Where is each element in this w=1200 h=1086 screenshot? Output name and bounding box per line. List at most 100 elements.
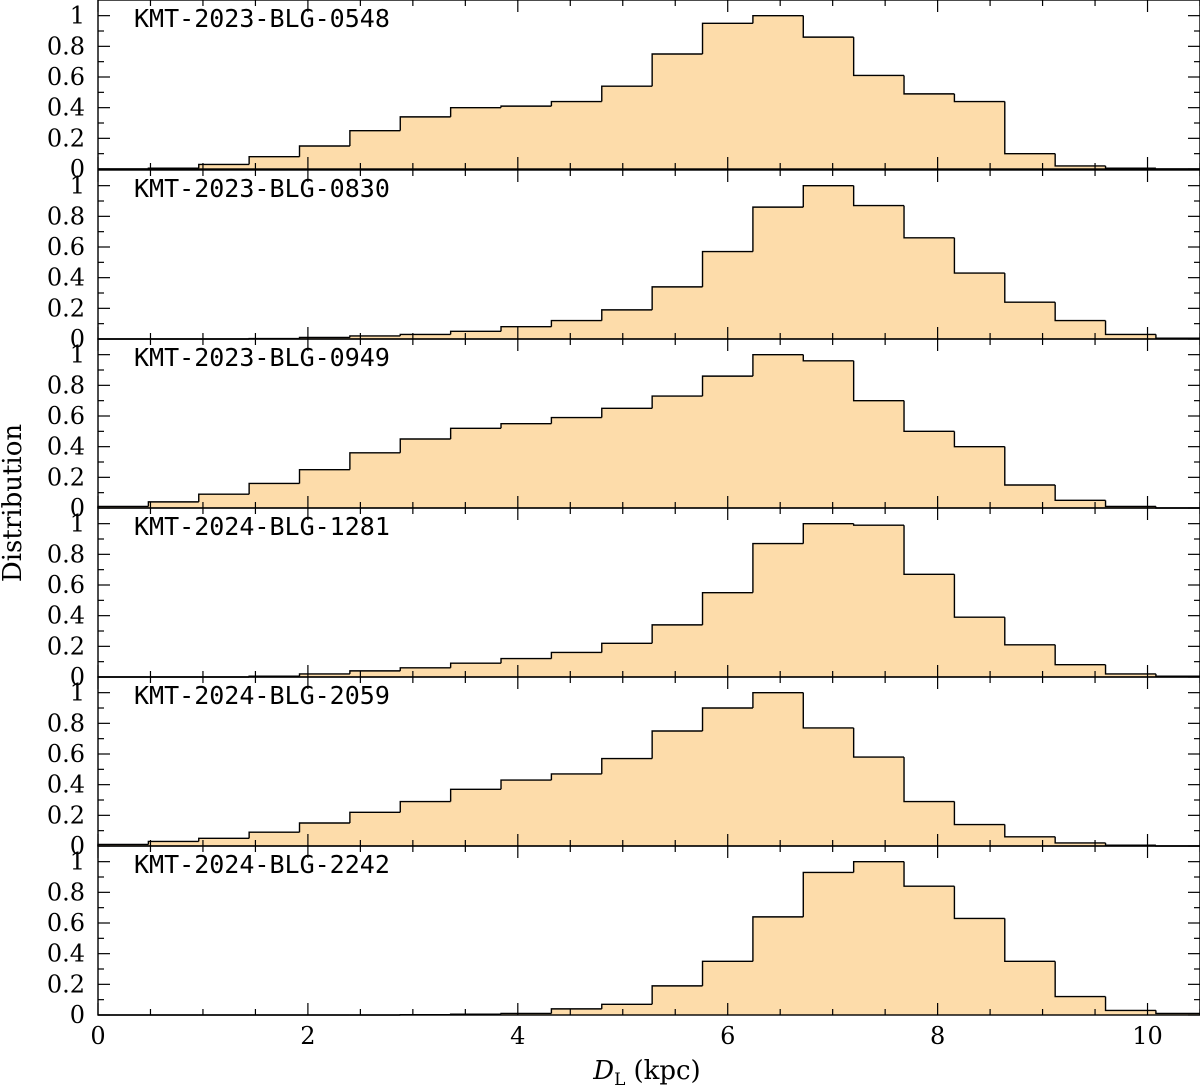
y-tick-label: 0.6 <box>47 233 85 261</box>
histogram-bin <box>550 651 602 659</box>
histogram-bin <box>298 336 350 339</box>
histogram-fill <box>98 185 1200 339</box>
y-tick-label: 0.6 <box>47 909 85 937</box>
histogram-bin <box>1104 320 1156 336</box>
y-tick-label: 0.2 <box>47 632 85 660</box>
histogram-bin <box>349 335 401 338</box>
histogram-bin <box>449 662 502 668</box>
y-tick-label: 0.6 <box>47 402 85 430</box>
histogram-panel: 0 0.20.4 0.6 0.81 KMT-2024-BLG-1281 <box>47 507 1200 691</box>
histogram-bin <box>449 427 502 439</box>
histogram-fill <box>98 692 1200 846</box>
x-axis-label-subscript: L <box>614 1070 625 1086</box>
panel-frame <box>97 0 1200 170</box>
panel-title: KMT-2023-BLG-0830 <box>134 174 390 203</box>
histogram-bin <box>752 206 804 252</box>
panel-title: KMT-2024-BLG-2242 <box>134 850 390 879</box>
x-tick-label: 10 <box>1132 1022 1163 1050</box>
histogram-bin <box>953 886 1005 920</box>
histogram-bin <box>802 522 854 544</box>
panel-title: KMT-2023-BLG-0548 <box>134 4 390 33</box>
histogram-bin <box>399 667 451 671</box>
histogram-fill <box>98 15 1200 169</box>
y-tick-label: 0 <box>70 494 85 522</box>
histogram-bin <box>198 163 250 169</box>
y-tick-label: 0.2 <box>47 124 85 152</box>
histogram-bin <box>248 156 300 165</box>
histogram-bin <box>953 93 1005 103</box>
histogram-bin <box>500 326 552 332</box>
histogram-bin <box>1104 842 1156 846</box>
histogram-bin <box>651 395 703 409</box>
histogram-bin <box>399 438 451 453</box>
histogram-bin <box>449 106 502 117</box>
x-axis-label-main: D <box>592 1056 614 1086</box>
histogram-bin <box>903 205 955 239</box>
histogram-bin <box>399 800 451 813</box>
histogram-bin <box>248 831 300 839</box>
x-tick-label: 0 <box>90 1022 105 1050</box>
histogram-bin <box>198 837 250 842</box>
panel-title: KMT-2024-BLG-1281 <box>134 512 390 541</box>
histogram-bin <box>802 354 854 362</box>
y-tick-label: 0.6 <box>47 571 85 599</box>
histogram-bin <box>802 15 854 38</box>
panel-frame <box>97 845 1200 1016</box>
histogram-bin <box>1004 273 1056 303</box>
x-tick-label: 8 <box>930 1022 945 1050</box>
histogram-bin <box>802 692 854 729</box>
histogram-bin <box>953 431 1005 448</box>
histogram-bin <box>903 757 955 803</box>
x-axis-label: DL (kpc) <box>592 1056 700 1086</box>
y-axis-label: Distribution <box>0 424 28 583</box>
histogram-bin <box>550 1008 602 1014</box>
histogram-bin <box>953 237 1005 274</box>
histogram-bin <box>601 1003 653 1009</box>
histogram-bin <box>500 657 552 664</box>
x-tick-label: 2 <box>300 1022 315 1050</box>
histogram-bin <box>701 375 753 397</box>
histogram-bin <box>852 523 905 526</box>
histogram-bin <box>953 574 1005 618</box>
histogram-bin <box>1104 165 1156 169</box>
histogram-bin <box>903 861 955 887</box>
histogram-bin <box>701 960 753 986</box>
histogram-bin <box>500 422 552 429</box>
histogram-bin <box>449 330 502 335</box>
histogram-bin <box>349 452 401 470</box>
histogram-bin <box>550 319 602 327</box>
histogram-bin <box>903 400 955 433</box>
histogram-bin <box>601 642 653 653</box>
histogram-bin <box>198 493 250 502</box>
histogram-fill <box>98 523 1200 677</box>
histogram-bin <box>1104 996 1156 1012</box>
histogram-bin <box>298 822 350 833</box>
histogram-bin <box>500 1012 552 1015</box>
histogram-bin <box>298 673 350 677</box>
histogram-bin <box>651 730 703 759</box>
histogram-bin <box>1004 446 1056 486</box>
y-tick-label: 0 <box>70 832 85 860</box>
histogram-bin <box>1054 961 1106 998</box>
histogram-bin <box>651 985 703 1005</box>
y-tick-label: 0 <box>70 663 85 691</box>
histogram-bin <box>550 773 602 781</box>
y-tick-label: 0.2 <box>47 801 85 829</box>
y-tick-label: 0.8 <box>47 709 85 737</box>
histogram-bin <box>1104 664 1156 675</box>
y-tick-label: 0.4 <box>47 433 85 461</box>
histogram-bin <box>651 286 703 310</box>
y-tick-label: 0.4 <box>47 940 85 968</box>
histogram-bin <box>903 525 955 575</box>
histogram-bin <box>1004 824 1056 838</box>
histogram-bin <box>399 333 451 336</box>
histogram-bin <box>550 100 602 107</box>
histogram-fill <box>98 861 1200 1015</box>
histogram-bin <box>1155 334 1200 339</box>
histogram-bin <box>1054 302 1106 322</box>
histogram-bin <box>701 707 753 731</box>
y-tick-label: 0.2 <box>47 463 85 491</box>
y-tick-label: 0.6 <box>47 63 85 91</box>
